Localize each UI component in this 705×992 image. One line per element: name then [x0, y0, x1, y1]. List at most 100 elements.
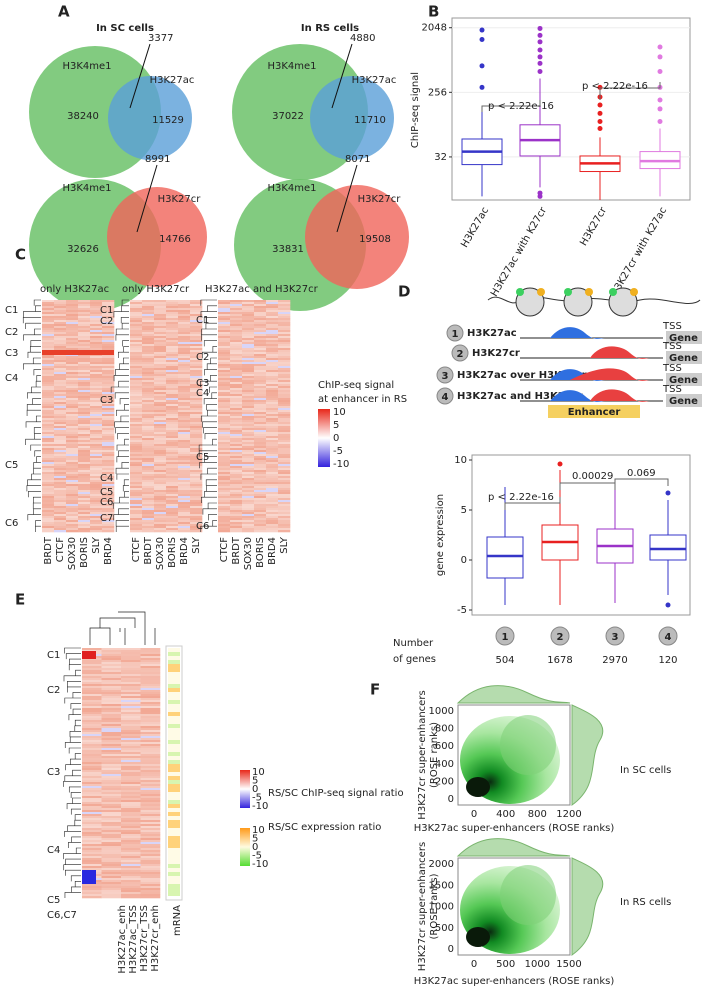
heat-cell — [230, 486, 243, 489]
label: 1500 — [429, 880, 454, 891]
heat-cell — [42, 320, 55, 323]
heat-cell — [218, 400, 231, 403]
heat-cell — [266, 416, 279, 419]
heat-cell — [230, 496, 243, 499]
heat-cell — [266, 374, 279, 377]
heat-cell — [101, 796, 122, 799]
heat-cell — [166, 430, 179, 433]
heat-cell — [140, 868, 161, 871]
heat-cell — [278, 452, 291, 455]
heat-cell — [230, 348, 243, 351]
heat-cell — [178, 484, 191, 487]
heat-cell — [42, 520, 55, 523]
heat-cell — [121, 764, 141, 767]
heat-cell — [90, 514, 103, 517]
heat-cell — [254, 332, 267, 335]
heat-cell — [278, 384, 291, 387]
heat-cell — [254, 438, 267, 441]
label: BORIS — [79, 537, 90, 568]
heat-cell — [130, 384, 143, 387]
heat-cell — [230, 390, 243, 393]
heat-cell — [101, 840, 122, 843]
label: ChIP-seq signal — [410, 72, 421, 148]
heat-cell — [166, 490, 179, 493]
heat-cell — [190, 400, 203, 403]
heat-cell — [178, 410, 191, 413]
heat-cell — [254, 524, 267, 527]
heat-cell — [54, 408, 67, 411]
label: C3 — [5, 348, 18, 359]
heat-cell — [242, 524, 255, 527]
peak — [590, 346, 650, 359]
heat-cell — [154, 374, 167, 377]
heat-cell — [230, 424, 243, 427]
heat-cell — [278, 372, 291, 375]
heat-cell — [178, 386, 191, 389]
heat-cell — [121, 886, 141, 889]
heat-cell — [42, 394, 55, 397]
heat-cell — [242, 478, 255, 481]
heat-cell — [218, 312, 231, 315]
label: In SC cells — [620, 765, 671, 776]
heat-cell — [42, 492, 55, 495]
heat-cell — [102, 480, 115, 483]
heat-cell — [154, 378, 167, 381]
heat-cell — [190, 392, 203, 395]
heat-cell — [121, 744, 141, 747]
heat-cell — [254, 300, 267, 303]
heat-cell — [154, 464, 167, 467]
heat-cell — [142, 492, 155, 495]
heat-cell — [90, 450, 103, 453]
heat-cell — [254, 468, 267, 471]
outlier — [665, 602, 671, 608]
heat-cell — [154, 348, 167, 351]
heat-cell — [90, 386, 103, 389]
heat-cell — [190, 348, 203, 351]
heat-cell — [218, 310, 231, 313]
heat-cell — [242, 436, 255, 439]
heat-cell — [102, 524, 115, 527]
heat-cell — [142, 510, 155, 513]
heat-cell — [230, 516, 243, 519]
heat-cell — [66, 498, 79, 501]
heat-cell — [90, 320, 103, 323]
heat-cell — [101, 858, 122, 861]
heat-cell — [242, 332, 255, 335]
heat-cell — [278, 414, 291, 417]
heat-cell — [101, 804, 122, 807]
heat-cell — [42, 510, 55, 513]
heat-cell — [82, 788, 102, 791]
heat-cell — [242, 382, 255, 385]
heat-cell — [66, 324, 79, 327]
heat-cell — [101, 748, 122, 751]
heat-cell — [266, 370, 279, 373]
heat-cell — [142, 394, 155, 397]
heat-cell — [102, 430, 115, 433]
heat-cell — [266, 466, 279, 469]
heat-cell — [102, 412, 115, 415]
heat-cell — [54, 344, 67, 347]
heat-cell — [178, 418, 191, 421]
heat-cell — [218, 510, 231, 513]
label: H3K27cr with K27ac — [609, 206, 669, 299]
heat-cell — [230, 460, 243, 463]
heat-cell — [102, 362, 115, 365]
label: 11710 — [354, 115, 386, 126]
heat-cell — [54, 330, 67, 333]
heat-cell — [42, 428, 55, 431]
heat-cell — [90, 300, 103, 303]
heat-cell — [166, 354, 179, 357]
heat-cell — [254, 344, 267, 347]
label: 4 — [442, 392, 449, 403]
heat-cell — [121, 668, 141, 671]
heat-cell — [140, 700, 161, 703]
mrna-cell — [168, 704, 180, 708]
outlier — [537, 60, 543, 66]
heat-cell — [82, 862, 102, 865]
heat-cell — [66, 386, 79, 389]
heat-cell — [130, 464, 143, 467]
heat-cell — [121, 802, 141, 805]
heat-cell — [101, 728, 122, 731]
heat-cell — [278, 364, 291, 367]
heat-cell — [142, 428, 155, 431]
